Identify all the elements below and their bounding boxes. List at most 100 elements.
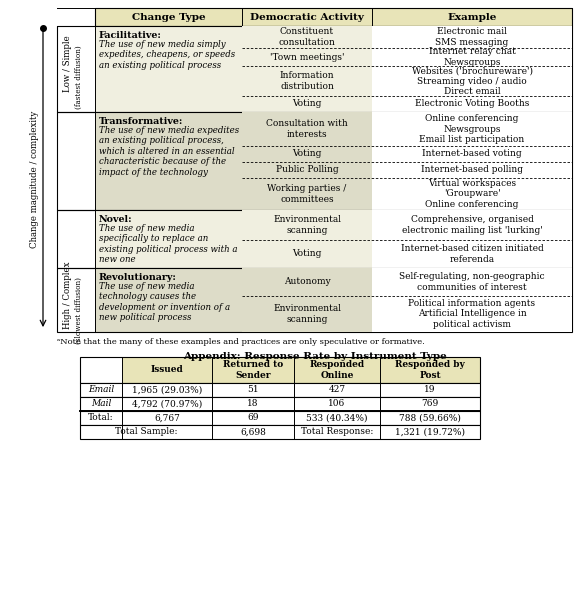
Text: Change magnitude / complexity: Change magnitude / complexity: [30, 111, 40, 247]
Text: Facilitative:: Facilitative:: [99, 31, 162, 40]
Text: Environmental
scanning: Environmental scanning: [273, 304, 341, 323]
Text: The use of new media expedites
an existing political process,
which is altered i: The use of new media expedites an existi…: [99, 126, 239, 176]
Text: Revolutionary:: Revolutionary:: [99, 273, 177, 282]
Text: Example: Example: [447, 13, 497, 21]
Text: Low / Simple: Low / Simple: [62, 36, 72, 92]
Text: Websites ('brochureware')
Streaming video / audio
Direct email: Websites ('brochureware') Streaming vide…: [412, 66, 532, 96]
Bar: [242, 162, 372, 178]
Bar: [372, 240, 572, 268]
Bar: [80, 397, 480, 411]
Text: Internet-based voting: Internet-based voting: [422, 150, 522, 159]
Text: Constituent
consultation: Constituent consultation: [279, 27, 335, 47]
Bar: [122, 357, 480, 383]
Bar: [372, 112, 572, 146]
Bar: [242, 66, 372, 96]
Text: Voting: Voting: [292, 100, 322, 108]
Text: (fastest diffusion): (fastest diffusion): [75, 45, 83, 109]
Bar: [80, 357, 480, 383]
Text: The use of new media simply
expedites, cheapens, or speeds
an existing political: The use of new media simply expedites, c…: [99, 40, 235, 70]
Bar: [372, 26, 572, 48]
Text: 4,792 (70.97%): 4,792 (70.97%): [132, 399, 202, 409]
Text: Transformative:: Transformative:: [99, 117, 184, 126]
Text: (slowest diffusion): (slowest diffusion): [75, 277, 83, 344]
Text: Self-regulating, non-geographic
communities of interest: Self-regulating, non-geographic communit…: [399, 272, 545, 292]
Text: 'Town meetings': 'Town meetings': [270, 52, 344, 61]
Text: 788 (59.66%): 788 (59.66%): [399, 413, 461, 423]
Text: Voting: Voting: [292, 249, 322, 258]
Text: Electronic mail
SMS messaging: Electronic mail SMS messaging: [436, 27, 508, 47]
Bar: [242, 178, 372, 210]
Bar: [372, 162, 572, 178]
Bar: [242, 296, 372, 332]
Text: Novel:: Novel:: [99, 215, 132, 224]
Bar: [372, 96, 572, 112]
Text: Online conferencing
Newsgroups
Email list participation: Online conferencing Newsgroups Email lis…: [419, 114, 525, 144]
Bar: [57, 26, 572, 112]
Text: 1,965 (29.03%): 1,965 (29.03%): [132, 385, 202, 395]
Text: Responded
Online: Responded Online: [310, 361, 364, 380]
Bar: [372, 210, 572, 240]
Bar: [95, 8, 572, 26]
Text: Total Sample:: Total Sample:: [115, 427, 177, 437]
Text: 6,767: 6,767: [154, 413, 180, 423]
Text: Working parties /
committees: Working parties / committees: [268, 184, 347, 204]
Text: Total Response:: Total Response:: [301, 427, 373, 437]
Text: 18: 18: [247, 399, 259, 409]
Text: Consultation with
interests: Consultation with interests: [266, 119, 348, 139]
Bar: [57, 112, 572, 210]
Bar: [372, 48, 572, 66]
Bar: [242, 96, 372, 112]
Text: 1,321 (19.72%): 1,321 (19.72%): [395, 427, 465, 437]
Bar: [242, 26, 372, 48]
Text: Appendix: Response Rate by Instrument Type: Appendix: Response Rate by Instrument Ty…: [182, 352, 447, 361]
Bar: [242, 268, 572, 332]
Bar: [242, 240, 372, 268]
Text: ᵃNote that the many of these examples and practices are only speculative or form: ᵃNote that the many of these examples an…: [57, 338, 425, 346]
Bar: [242, 26, 572, 112]
Bar: [372, 146, 572, 162]
Text: Total:: Total:: [88, 413, 114, 423]
Text: Electronic Voting Booths: Electronic Voting Booths: [415, 100, 529, 108]
Text: 533 (40.34%): 533 (40.34%): [306, 413, 368, 423]
Bar: [372, 66, 572, 96]
Text: 19: 19: [424, 385, 436, 395]
Bar: [80, 425, 480, 439]
Bar: [80, 411, 480, 425]
Text: Internet relay chat
Newsgroups: Internet relay chat Newsgroups: [429, 47, 515, 67]
Bar: [95, 8, 572, 26]
Text: Issued: Issued: [150, 365, 184, 374]
Bar: [95, 26, 242, 112]
Text: Autonomy: Autonomy: [283, 277, 331, 286]
Text: The use of new media
specifically to replace an
existing political process with : The use of new media specifically to rep…: [99, 224, 237, 264]
Text: Comprehensive, organised
electronic mailing list 'lurking': Comprehensive, organised electronic mail…: [402, 215, 542, 235]
Bar: [95, 268, 242, 332]
Bar: [242, 112, 372, 146]
Bar: [372, 268, 572, 296]
Text: 769: 769: [422, 399, 438, 409]
Text: Responded by
Post: Responded by Post: [395, 361, 465, 380]
Bar: [95, 210, 242, 268]
Text: 51: 51: [247, 385, 259, 395]
Text: Email: Email: [88, 385, 114, 395]
Bar: [80, 383, 480, 397]
Text: Voting: Voting: [292, 150, 322, 159]
Bar: [372, 178, 572, 210]
Text: Public Polling: Public Polling: [276, 165, 338, 174]
Text: Internet-based polling: Internet-based polling: [421, 165, 523, 174]
Text: Virtual workspaces
'Groupware'
Online conferencing: Virtual workspaces 'Groupware' Online co…: [426, 179, 519, 209]
Bar: [242, 210, 572, 268]
Text: Environmental
scanning: Environmental scanning: [273, 215, 341, 235]
Text: Political information agents
Artificial Intelligence in
political activism: Political information agents Artificial …: [409, 299, 536, 329]
Bar: [57, 268, 572, 332]
Bar: [242, 210, 372, 240]
Bar: [372, 296, 572, 332]
Text: Returned to
Sender: Returned to Sender: [223, 361, 283, 380]
Text: 106: 106: [328, 399, 346, 409]
Text: 6,698: 6,698: [240, 427, 266, 437]
Bar: [242, 48, 372, 66]
Text: Democratic Activity: Democratic Activity: [250, 13, 364, 21]
Text: Information
distribution: Information distribution: [280, 71, 334, 91]
Bar: [95, 112, 242, 210]
Text: The use of new media
technology causes the
development or invention of a
new pol: The use of new media technology causes t…: [99, 282, 230, 322]
Text: Internet-based citizen initiated
referenda: Internet-based citizen initiated referen…: [401, 244, 543, 264]
